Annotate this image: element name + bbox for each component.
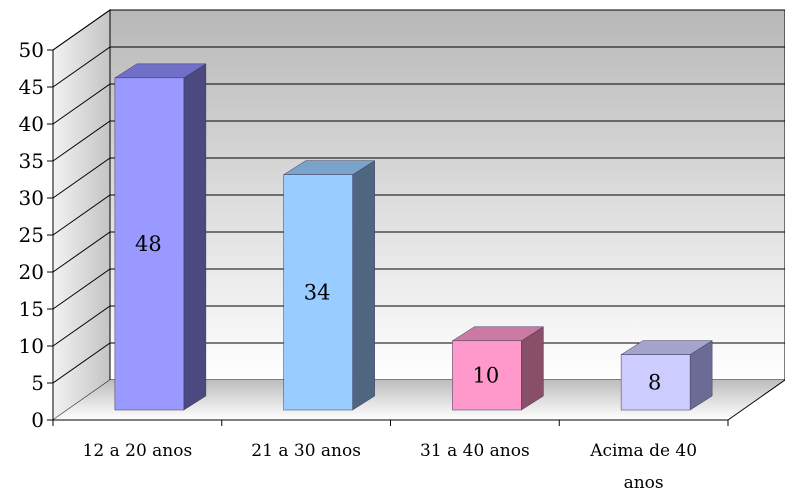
bar-1: [114, 77, 185, 411]
x-axis-labels: 12 a 20 anos 21 a 30 anos 31 a 40 anos Acim…: [52, 420, 729, 493]
x-tick-label-2: 21 a 30 anos: [251, 441, 361, 461]
gridline-5: [52, 342, 785, 384]
floor-edge: [727, 379, 785, 421]
y-tick-label-10: 10: [19, 334, 44, 358]
bar-3: [452, 340, 522, 411]
bar-side-1: [183, 63, 207, 411]
y-axis-ticks: 0 5 10 15 20 25 30 35 40 45 50: [19, 38, 53, 432]
gridline-15: [52, 268, 785, 310]
data-label-2: 34: [304, 280, 331, 304]
bar-group-3: 10: [451, 326, 545, 411]
y-tick-label-5: 5: [31, 371, 44, 395]
y-tick-label-15: 15: [19, 297, 44, 321]
gridline-20: [52, 231, 785, 273]
gridline-10: [52, 305, 785, 347]
gridline-35: [52, 120, 785, 162]
y-tick-label-20: 20: [19, 260, 44, 284]
y-tick-label-35: 35: [19, 149, 44, 173]
gridline-25: [52, 194, 785, 236]
y-tick-label-50: 50: [19, 38, 44, 62]
bar-side-2: [352, 160, 375, 411]
data-label-4: 8: [648, 370, 661, 394]
y-tick-label-40: 40: [19, 112, 44, 136]
gridline-45: [52, 46, 785, 88]
y-tick-label-45: 45: [19, 75, 44, 99]
gridline-30: [52, 157, 785, 199]
y-tick-label-25: 25: [19, 223, 44, 247]
bars: 48 34 10 8: [114, 63, 713, 411]
x-tick-label-3: 31 a 40 anos: [420, 441, 530, 461]
bar-group-1: 48: [114, 63, 207, 411]
bar-group-4: 8: [620, 340, 713, 411]
gridline-50: [52, 9, 785, 51]
data-label-1: 48: [135, 232, 162, 256]
floor: [53, 380, 785, 420]
bar-2: [283, 174, 353, 411]
bar-side-3: [521, 326, 544, 411]
bar-group-2: 34: [282, 160, 376, 411]
y-tick-label-30: 30: [19, 186, 44, 210]
gridline-40: [52, 83, 785, 125]
data-label-3: 10: [473, 363, 500, 387]
gridlines: [52, 9, 785, 384]
y-tick-label-0: 0: [31, 408, 44, 432]
x-tick-label-1: 12 a 20 anos: [83, 441, 193, 461]
x-tick-label-4: Acima de 40 anos: [589, 441, 697, 493]
bar-4: [620, 354, 691, 411]
